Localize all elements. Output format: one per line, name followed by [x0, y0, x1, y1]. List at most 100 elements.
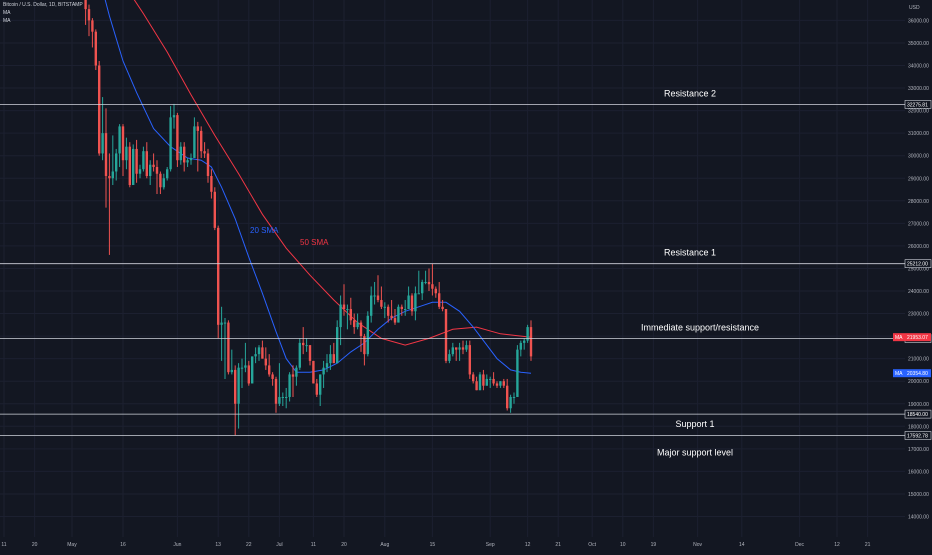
candle	[478, 372, 482, 391]
candle	[451, 342, 454, 357]
candle	[523, 338, 526, 350]
candle	[104, 108, 108, 208]
candle	[393, 309, 397, 325]
candle	[91, 18, 94, 48]
price-tick-label: 21000.00	[908, 357, 929, 363]
candle	[288, 372, 291, 402]
candle-body	[247, 365, 250, 384]
price-tick-label: 25000.00	[908, 266, 929, 272]
candle	[475, 376, 478, 391]
candle-body	[319, 374, 322, 395]
level-price-tag	[904, 259, 932, 268]
candle	[98, 60, 101, 156]
date-tick-label: Aug	[380, 542, 389, 548]
candle-body	[234, 369, 237, 404]
candle-body	[101, 133, 104, 154]
candle	[458, 342, 461, 361]
candle	[285, 387, 288, 409]
candle	[359, 320, 363, 352]
price-axis-background	[905, 0, 932, 550]
candle-body	[356, 322, 359, 328]
candle-body	[434, 288, 437, 294]
candle-body	[478, 374, 482, 391]
candle-body	[427, 281, 431, 285]
candle-body	[485, 378, 488, 386]
ma-tag-label-box	[893, 369, 905, 378]
candle	[390, 300, 393, 321]
candle	[356, 313, 359, 330]
candle-body	[349, 309, 352, 321]
candle-body	[206, 153, 210, 176]
currency-label: USD	[909, 5, 920, 11]
candle	[203, 142, 206, 158]
candle	[370, 286, 373, 323]
price-tick-label: 20000.00	[908, 379, 929, 385]
candle-body	[166, 169, 169, 179]
candle	[407, 286, 410, 310]
candle	[529, 320, 533, 361]
candle	[172, 103, 176, 129]
candle-body	[302, 342, 305, 346]
price-tick-label: 19000.00	[908, 402, 929, 408]
date-tick-label: 22	[246, 542, 252, 548]
candle	[135, 139, 138, 183]
candle	[281, 392, 284, 407]
ma-tag-label: MA	[895, 371, 903, 377]
sma20-line	[104, 0, 532, 374]
candle-body	[94, 31, 97, 66]
candle-body	[162, 178, 165, 188]
indicator-label-ma-2[interactable]: MA	[3, 18, 11, 24]
level-price-tag	[904, 431, 932, 440]
candle	[308, 345, 312, 366]
candle	[424, 270, 427, 285]
candle	[404, 300, 407, 316]
candle	[461, 340, 465, 355]
time-axis[interactable]: 11 20 May 16 Jun 13 22 Jul 11 20 Aug 15 Sep 12 21 Oct 10…	[0, 537, 932, 550]
candle	[342, 284, 346, 316]
price-axis[interactable]: USD 14000.00 15000.00 16000.00 17000.00 18000…	[905, 0, 932, 550]
candle-body	[509, 396, 512, 409]
candle	[217, 225, 220, 339]
candle-body	[438, 293, 441, 307]
indicator-label-ma-1[interactable]: MA	[3, 10, 11, 16]
candle	[526, 324, 529, 343]
candle-body	[458, 347, 461, 350]
candle-body	[353, 320, 356, 328]
date-tick-label: 21	[865, 542, 871, 548]
ma-tag-label: MA	[895, 335, 903, 341]
candle-body	[118, 126, 121, 154]
level-price-tag-text: 25212.00	[907, 262, 928, 268]
candle	[125, 137, 128, 170]
ma-tag-label-box	[893, 333, 905, 342]
candle	[128, 142, 131, 188]
candle	[200, 126, 203, 158]
candle-body	[325, 363, 329, 368]
candle	[448, 349, 451, 364]
candle	[101, 97, 104, 161]
price-tick-label: 23000.00	[908, 312, 929, 318]
candle	[421, 279, 424, 301]
price-tick-label: 26000.00	[908, 244, 929, 250]
candle	[410, 293, 414, 316]
level-label: Major support level	[657, 447, 733, 457]
candle	[295, 365, 298, 386]
candle	[434, 286, 437, 298]
candle	[492, 372, 495, 386]
candle-body	[322, 367, 325, 375]
candle-body	[288, 374, 291, 397]
candle-body	[451, 347, 454, 355]
candle-body	[495, 383, 499, 386]
candle-body	[159, 173, 162, 188]
candle-body	[135, 148, 138, 174]
candle-body	[298, 342, 301, 368]
candle	[251, 356, 254, 384]
ma-value-tag	[905, 369, 931, 378]
candle	[108, 153, 111, 255]
date-tick-label: 15	[430, 542, 436, 548]
candle	[380, 286, 383, 310]
candle	[183, 142, 186, 172]
candle-body	[108, 175, 111, 179]
price-tick-label: 31000.00	[908, 131, 929, 137]
candle	[220, 306, 223, 361]
